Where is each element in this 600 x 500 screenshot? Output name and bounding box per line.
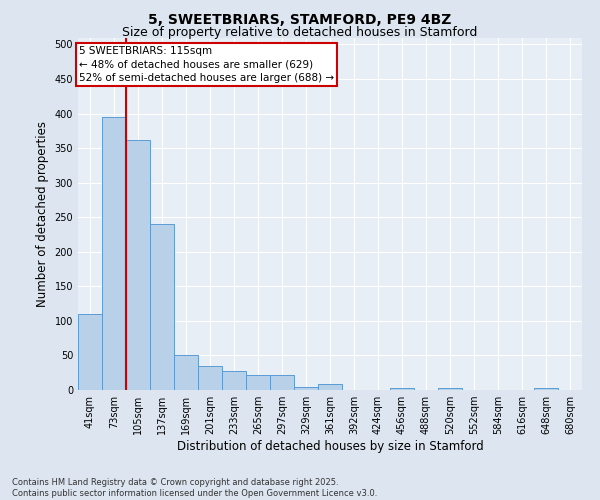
X-axis label: Distribution of detached houses by size in Stamford: Distribution of detached houses by size … (176, 440, 484, 453)
Bar (438, 388, 462, 390)
Bar (390, 388, 414, 390)
Text: 5 SWEETBRIARS: 115sqm
← 48% of detached houses are smaller (629)
52% of semi-det: 5 SWEETBRIARS: 115sqm ← 48% of detached … (79, 46, 334, 83)
Bar (126, 140, 150, 390)
Bar (318, 384, 342, 390)
Text: Contains HM Land Registry data © Crown copyright and database right 2025.
Contai: Contains HM Land Registry data © Crown c… (12, 478, 377, 498)
Y-axis label: Number of detached properties: Number of detached properties (36, 120, 49, 306)
Bar (222, 370, 246, 390)
Text: 5, SWEETBRIARS, STAMFORD, PE9 4BZ: 5, SWEETBRIARS, STAMFORD, PE9 4BZ (148, 12, 452, 26)
Bar (78, 314, 102, 390)
Bar (534, 388, 558, 390)
Text: Size of property relative to detached houses in Stamford: Size of property relative to detached ho… (122, 26, 478, 39)
Bar (198, 366, 222, 390)
Bar (174, 356, 198, 390)
Bar (150, 224, 174, 390)
Bar (270, 376, 294, 390)
Bar (294, 386, 318, 390)
Bar (246, 375, 270, 390)
Bar (102, 117, 126, 390)
